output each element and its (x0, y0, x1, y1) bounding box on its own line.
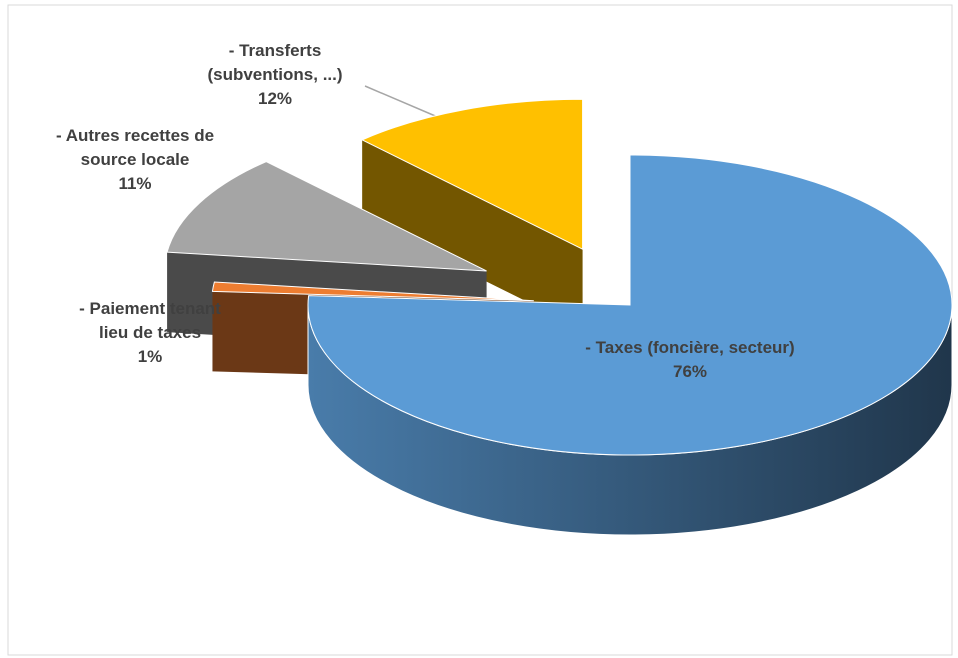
data-label: - Taxes (foncière, secteur) 76% (580, 336, 800, 384)
slice-top (166, 161, 487, 272)
value-label: 11% (118, 174, 152, 193)
data-label: - Transferts (subventions, ...) 12% (185, 39, 365, 111)
slice-top (211, 281, 534, 302)
value-label: 12% (257, 89, 293, 108)
slice (307, 154, 953, 536)
value-label: 76% (672, 362, 708, 381)
value-label: 1% (137, 347, 163, 366)
leader-line (364, 85, 441, 119)
category-label: - Transferts (subventions, ...) (207, 41, 343, 84)
slice-top (307, 154, 953, 456)
slice-top (360, 98, 584, 251)
slice-wall (362, 139, 583, 330)
category-label: - Taxes (foncière, secteur) (585, 338, 795, 357)
category-label: - Autres recettes de source locale (55, 126, 215, 169)
slice (360, 98, 584, 330)
category-label: - Paiement tenant lieu de taxes (79, 299, 221, 342)
data-label: - Paiement tenant lieu de taxes 1% (70, 297, 230, 369)
data-label: - Autres recettes de source locale 11% (35, 124, 235, 196)
